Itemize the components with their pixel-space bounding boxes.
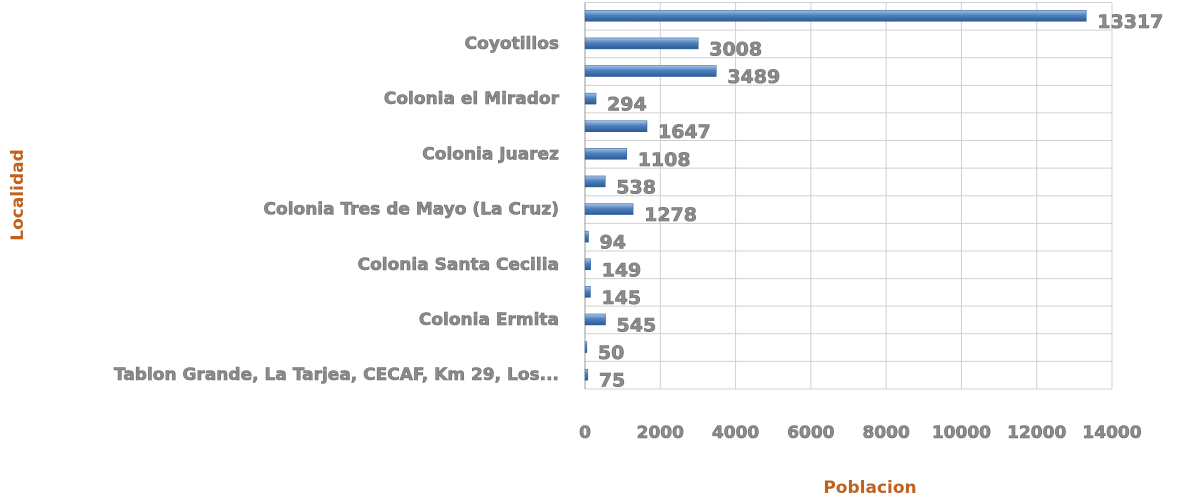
- y-tick-label: Colonia Ermita: [419, 310, 559, 330]
- bar: [584, 258, 591, 271]
- y-tick-label: Colonia el Mirador: [384, 89, 560, 109]
- value-label: 3489: [727, 66, 780, 88]
- value-label: 94: [600, 232, 626, 254]
- bar: [584, 313, 606, 326]
- y-tick-label: Colonia Santa Cecilia: [358, 255, 559, 275]
- value-label: 545: [617, 314, 657, 336]
- y-tick-label: Tablon Grande, La Tarjea, CECAF, Km 29, …: [114, 365, 559, 385]
- bar: [584, 10, 1087, 22]
- value-label: 75: [599, 370, 625, 392]
- value-label: 1647: [658, 121, 711, 143]
- bar: [584, 120, 648, 132]
- x-tick-label: 14000: [1082, 423, 1141, 443]
- value-label: 149: [602, 259, 642, 281]
- bar: [584, 65, 717, 77]
- y-tick-label: Colonia Juarez: [422, 144, 559, 164]
- x-tick-label: 10000: [932, 423, 991, 443]
- value-label: 1108: [638, 149, 691, 171]
- x-tick-label: 0: [579, 423, 591, 443]
- x-tick-label: 4000: [712, 423, 759, 443]
- bar: [584, 37, 699, 50]
- y-axis-title: Localidad: [8, 149, 28, 241]
- value-label: 145: [601, 287, 641, 309]
- bar: [584, 368, 589, 381]
- value-label: 13317: [1097, 11, 1163, 33]
- bar: [584, 92, 597, 105]
- value-label: 1278: [644, 204, 697, 226]
- bar: [584, 175, 606, 188]
- y-tick-label: Coyotillos: [465, 34, 559, 54]
- bar: [584, 341, 588, 353]
- y-tick-label: Colonia Tres de Mayo (La Cruz): [264, 200, 559, 220]
- value-label: 3008: [709, 38, 762, 60]
- x-tick-label: 2000: [637, 423, 684, 443]
- x-axis-title: Poblacion: [823, 478, 916, 498]
- bar: [584, 230, 589, 243]
- value-label: 294: [607, 94, 647, 116]
- x-tick-label: 8000: [862, 423, 909, 443]
- bar: [584, 148, 627, 160]
- value-label: 538: [616, 176, 656, 198]
- bar: [584, 286, 591, 298]
- x-tick-label: 6000: [787, 423, 834, 443]
- x-tick-label: 12000: [1007, 423, 1066, 443]
- bar: [584, 203, 634, 215]
- value-label: 50: [598, 342, 624, 364]
